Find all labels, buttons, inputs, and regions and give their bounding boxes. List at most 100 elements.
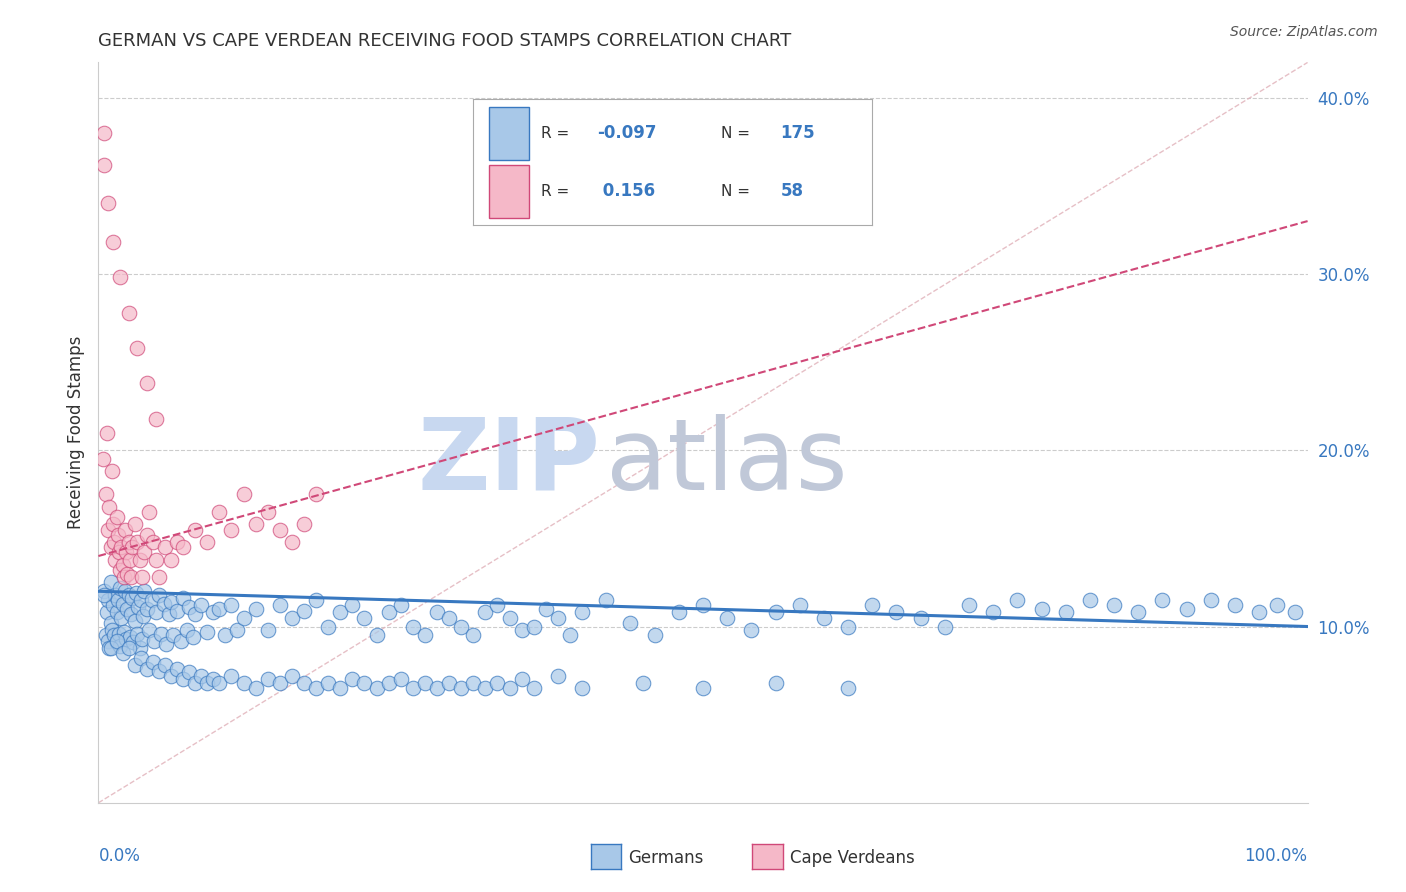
Point xyxy=(124,658,146,673)
Point xyxy=(389,673,412,687)
Point xyxy=(510,623,533,637)
Point xyxy=(100,575,122,590)
Point xyxy=(437,610,460,624)
Point xyxy=(148,664,170,678)
Point xyxy=(94,628,117,642)
Point xyxy=(292,604,315,618)
Point xyxy=(184,676,207,690)
Point xyxy=(547,610,569,624)
Point xyxy=(644,628,666,642)
Point xyxy=(127,535,149,549)
Point xyxy=(1223,599,1246,613)
Point xyxy=(141,593,163,607)
Point xyxy=(281,669,304,683)
Point xyxy=(837,681,859,696)
Point xyxy=(142,655,165,669)
Point xyxy=(789,599,811,613)
Point xyxy=(100,615,122,630)
Point xyxy=(103,535,125,549)
Point xyxy=(353,610,375,624)
Point xyxy=(172,591,194,606)
Point xyxy=(124,517,146,532)
Point xyxy=(104,588,127,602)
Point xyxy=(765,606,787,620)
Point xyxy=(957,599,980,613)
Point xyxy=(138,505,160,519)
Point xyxy=(122,635,145,649)
Point xyxy=(150,626,173,640)
Point xyxy=(166,604,188,618)
Point xyxy=(93,126,115,140)
Point xyxy=(232,487,254,501)
Point xyxy=(256,673,278,687)
Point xyxy=(108,639,131,653)
Point xyxy=(107,593,129,607)
Point xyxy=(498,681,520,696)
Point xyxy=(169,633,191,648)
Point xyxy=(157,607,180,622)
Point xyxy=(1031,602,1053,616)
Point xyxy=(1175,602,1198,616)
Point xyxy=(534,602,557,616)
Point xyxy=(172,540,194,554)
Point xyxy=(166,535,188,549)
Point xyxy=(450,681,472,696)
Point xyxy=(668,606,690,620)
Point xyxy=(190,669,212,683)
Point xyxy=(523,619,546,633)
Point xyxy=(105,510,128,524)
Point xyxy=(208,602,231,616)
Point xyxy=(571,606,593,620)
Point xyxy=(474,606,496,620)
Point xyxy=(101,235,124,250)
Point xyxy=(305,487,328,501)
Point xyxy=(342,673,364,687)
Point xyxy=(118,306,141,320)
Point xyxy=(934,619,956,633)
Point xyxy=(153,658,176,673)
Text: Cape Verdeans: Cape Verdeans xyxy=(790,849,915,867)
Point xyxy=(1007,593,1029,607)
Point xyxy=(114,584,136,599)
Text: 100.0%: 100.0% xyxy=(1244,847,1308,865)
Point xyxy=(329,606,352,620)
Text: ZIP: ZIP xyxy=(418,414,600,511)
Point xyxy=(120,570,142,584)
Point xyxy=(523,681,546,696)
Point xyxy=(107,528,129,542)
Point xyxy=(195,624,218,639)
Point xyxy=(377,676,399,690)
Point xyxy=(118,535,141,549)
Point xyxy=(145,411,167,425)
Point xyxy=(426,681,449,696)
Point xyxy=(111,646,134,660)
Point xyxy=(142,535,165,549)
Point xyxy=(118,630,141,644)
Point xyxy=(181,630,204,644)
Point xyxy=(463,628,485,642)
Point xyxy=(129,651,152,665)
Point xyxy=(474,681,496,696)
Point xyxy=(152,597,174,611)
Point xyxy=(716,610,738,624)
Point xyxy=(127,341,149,355)
Point xyxy=(981,606,1004,620)
Point xyxy=(377,606,399,620)
Point xyxy=(1284,606,1306,620)
Point xyxy=(740,623,762,637)
Point xyxy=(118,552,141,566)
Point xyxy=(571,681,593,696)
Point xyxy=(176,623,198,637)
Point xyxy=(269,523,291,537)
Point xyxy=(619,615,641,630)
Point xyxy=(110,540,132,554)
Point xyxy=(100,464,122,478)
Point xyxy=(463,676,485,690)
Point xyxy=(692,599,714,613)
Point xyxy=(104,552,127,566)
Point xyxy=(145,606,167,620)
Point xyxy=(631,676,654,690)
Point xyxy=(132,609,155,624)
Point xyxy=(148,570,170,584)
Point xyxy=(114,523,136,537)
